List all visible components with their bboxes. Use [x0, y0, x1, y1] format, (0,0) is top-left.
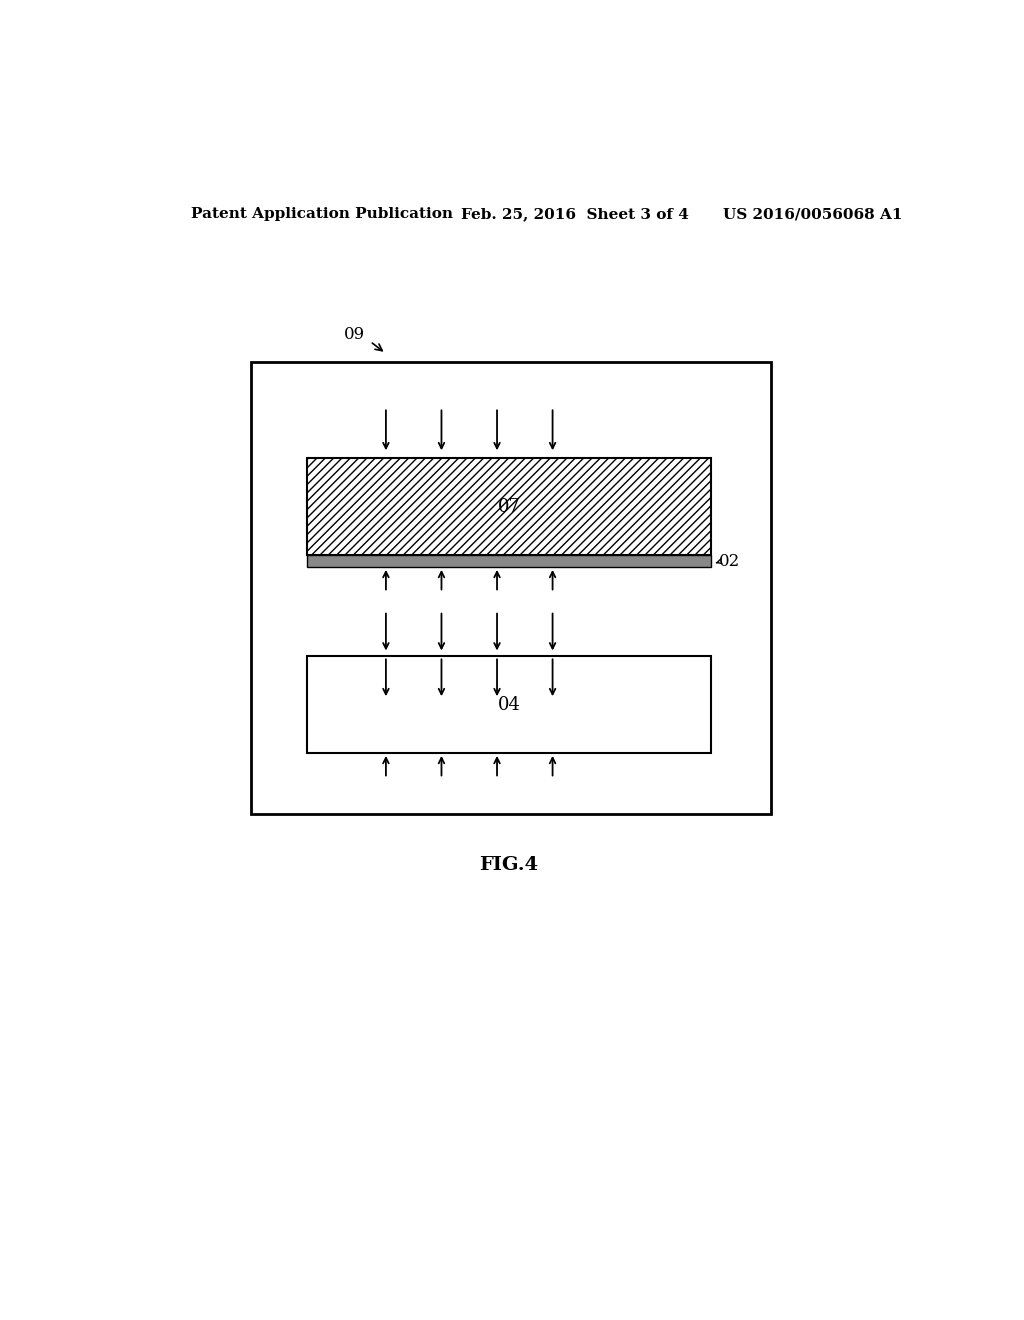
Text: Patent Application Publication: Patent Application Publication: [191, 207, 454, 222]
Text: US 2016/0056068 A1: US 2016/0056068 A1: [723, 207, 903, 222]
Text: 02: 02: [719, 553, 740, 570]
Bar: [306, 554, 712, 568]
Bar: [251, 362, 771, 814]
Text: Feb. 25, 2016  Sheet 3 of 4: Feb. 25, 2016 Sheet 3 of 4: [461, 207, 689, 222]
Bar: [306, 458, 712, 554]
Text: 09: 09: [344, 326, 365, 343]
Bar: [306, 656, 712, 752]
Text: 07: 07: [498, 498, 520, 516]
Text: 04: 04: [498, 696, 520, 714]
Text: FIG.4: FIG.4: [479, 855, 539, 874]
